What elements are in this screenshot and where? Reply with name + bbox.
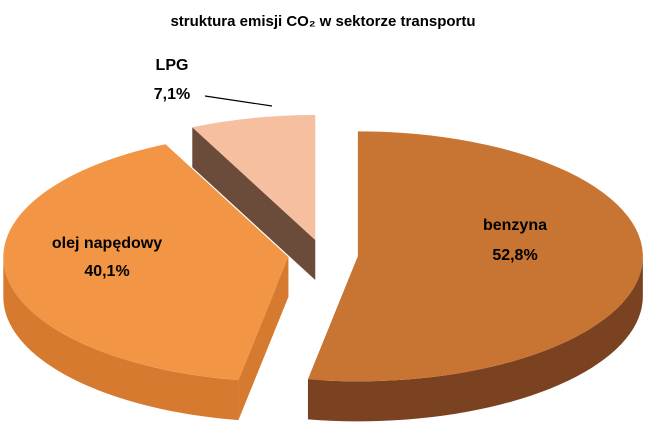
slice <box>3 144 289 381</box>
slice-side <box>3 257 239 421</box>
slice-value-label: 52,8% <box>492 247 537 264</box>
leader-line <box>204 95 273 107</box>
slice-value-label: 7,1% <box>154 86 190 103</box>
slice <box>307 131 643 382</box>
slice-value-label: 40,1% <box>84 263 129 280</box>
slice-label: olej napędowy <box>52 235 162 252</box>
slice-side <box>307 256 643 422</box>
slice <box>192 115 316 241</box>
slice-side <box>238 257 289 421</box>
slice-side <box>192 127 316 281</box>
slice-label: LPG <box>156 57 189 74</box>
slice-label: benzyna <box>483 217 547 234</box>
chart-title: struktura emisji CO₂ w sektorze transpor… <box>170 13 475 30</box>
pie <box>3 115 643 422</box>
